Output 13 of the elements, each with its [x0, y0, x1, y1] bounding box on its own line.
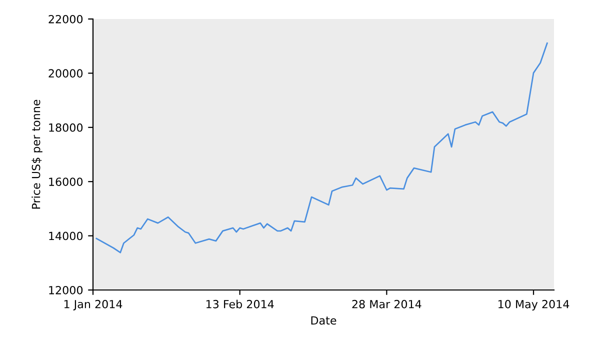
y-tick-label: 20000 — [48, 69, 83, 78]
x-tick-label: 10 May 2014 — [498, 300, 570, 310]
x-tick-label: 1 Jan 2014 — [64, 300, 122, 310]
line-series — [96, 42, 548, 254]
y-tick-label: 14000 — [49, 232, 83, 240]
y-tick-label: 16000 — [49, 178, 83, 186]
y-axis-title: Price US$ per tonne — [32, 100, 42, 209]
y-tick-label: 22000 — [48, 14, 83, 24]
x-axis-title: Date — [311, 316, 336, 325]
x-tick-label: 13 Feb 2014 — [206, 300, 274, 308]
y-tick-label: 12000 — [49, 286, 83, 294]
y-tick-label: 18000 — [49, 123, 83, 132]
x-tick-label: 28 Mar 2014 — [352, 300, 422, 308]
